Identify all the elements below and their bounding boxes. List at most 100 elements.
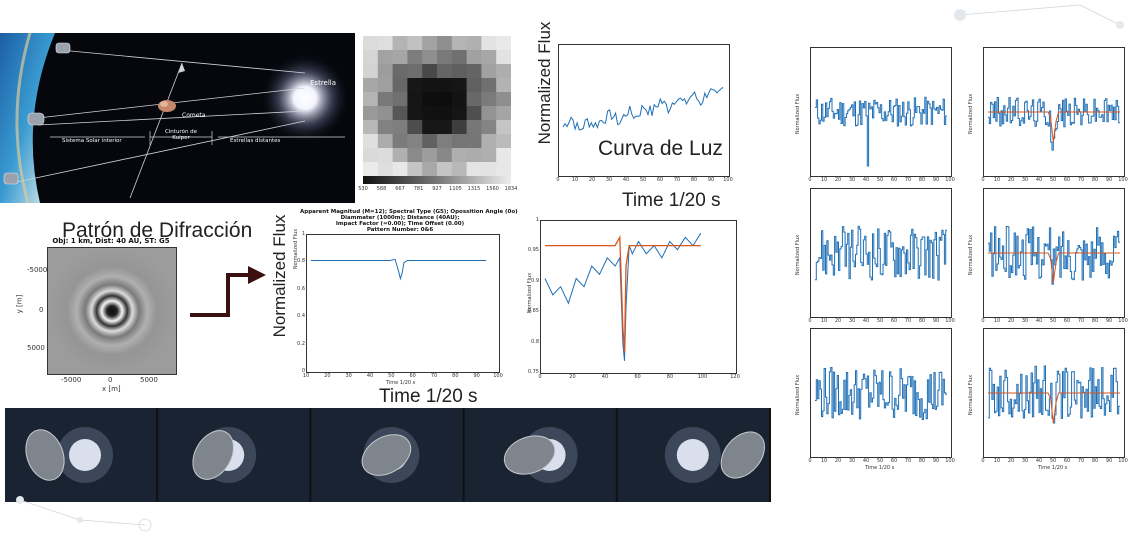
pixel-cell: [422, 92, 438, 107]
colorbar-tick-6: 1315: [467, 186, 481, 192]
diffraction-ytick-3: 5000: [27, 344, 45, 352]
pixel-cell: [437, 162, 453, 177]
grid-xtick-9: 90: [932, 458, 940, 464]
pixel-cell: [437, 120, 453, 135]
pixel-cell: [363, 148, 379, 163]
grid-xtick-9: 90: [1105, 318, 1113, 324]
filmstrip-svg: [5, 408, 769, 502]
fit-xtick-3: 60: [634, 374, 641, 380]
light-xtick-4: 40: [622, 177, 630, 183]
pixel-cell: [451, 92, 468, 107]
grid-xtick-8: 80: [918, 318, 926, 324]
grid-plot-ylabel: Normalized Flux: [795, 374, 802, 416]
lightcurve-heading: Curva de Luz: [598, 137, 723, 161]
grid-xtick-9: 90: [932, 177, 940, 183]
grid-xtick-5: 50: [1049, 177, 1057, 183]
pixel-cell: [451, 78, 468, 93]
pixel-cell: [377, 120, 394, 135]
grid-plot-xlabel: Time 1/20 s: [1038, 465, 1068, 471]
pixel-cell: [377, 64, 394, 79]
grid-xtick-7: 70: [904, 177, 912, 183]
colorbar-tick-3: 781: [413, 186, 424, 192]
pixel-cell: [437, 64, 453, 79]
label-estrella: Estrella: [310, 79, 336, 87]
model-title-3: Impact Factor (=0.00); Time Offset (0.00…: [335, 221, 465, 227]
pixel-cell: [437, 106, 453, 121]
label-estrellas-distantes: Estrellas distantes: [230, 138, 280, 144]
fit-xtick-1: 20: [569, 374, 576, 380]
pixel-cell: [481, 148, 497, 163]
grid-xtick-1: 10: [820, 458, 828, 464]
diffraction-xlabel: x [m]: [102, 385, 121, 393]
pixel-cell: [377, 78, 394, 93]
film-asteroid: [361, 434, 412, 476]
film-asteroid: [25, 429, 65, 481]
diffraction-xtick-2: 0: [108, 376, 113, 384]
model-ytick-4: 0.2: [297, 340, 305, 347]
colorbar-tick-2: 667: [395, 186, 405, 192]
grid-model-line: [988, 111, 1120, 143]
model-xtick-3: 40: [366, 373, 374, 379]
grid-xtick-6: 60: [1063, 177, 1071, 183]
pixel-cell: [496, 162, 511, 177]
model-xtick-9: 100: [493, 373, 503, 379]
grid-xtick-8: 80: [1091, 177, 1099, 183]
grid-xtick-9: 90: [1105, 177, 1113, 183]
grid-plot-ylabel: Normalized Flux: [968, 234, 975, 276]
pixel-cell: [437, 92, 453, 107]
lightcurve-ylabel-big: Normalized Flux: [535, 21, 554, 145]
pixel-cell: [496, 106, 511, 121]
pixel-cell: [377, 50, 394, 65]
pixel-grid-svg: [363, 36, 511, 177]
pixel-cell: [363, 162, 379, 177]
model-title-2: Diammater (1000m); Distance (40AU);: [340, 215, 460, 221]
pixel-cell: [466, 36, 482, 51]
grid-xtick-8: 80: [918, 177, 926, 183]
grid-xtick-1: 10: [820, 318, 828, 324]
pixel-cell: [363, 50, 379, 65]
pixel-cell: [437, 78, 453, 93]
grid-xtick-0: 0: [981, 318, 985, 324]
fit-ytick-3: 0.85: [527, 308, 539, 315]
grid-xtick-2: 20: [1007, 177, 1015, 183]
model-ytick-1: 0.8: [297, 258, 305, 265]
fit-model-line: [545, 234, 701, 353]
light-xtick-3: 30: [605, 177, 613, 183]
grid-plot-4: [983, 188, 1125, 318]
model-xtick-8: 90: [473, 373, 480, 379]
pixel-cell: [392, 120, 408, 135]
pixel-cell: [496, 148, 511, 163]
colorbar-tick-5: 1105: [449, 186, 462, 192]
pixel-cell: [422, 162, 438, 177]
grid-plot-ylabel: Normalized Flux: [968, 374, 975, 416]
light-xtick-10: 100: [723, 177, 733, 183]
grid-xtick-4: 40: [862, 318, 870, 324]
grid-xtick-2: 20: [834, 318, 842, 324]
grid-xtick-10: 100: [945, 458, 955, 464]
grid-model-line: [988, 252, 1120, 284]
grid-xtick-0: 0: [981, 458, 985, 464]
model-flux-line: [311, 258, 487, 281]
pixel-cell: [466, 120, 482, 135]
grid-xtick-6: 60: [890, 177, 898, 183]
pixel-cell: [481, 120, 497, 135]
label-cometa: Cometa: [182, 112, 206, 119]
grid-xtick-3: 30: [1021, 318, 1029, 324]
pixel-cell: [466, 106, 482, 121]
pixel-cell: [422, 134, 438, 149]
grid-xtick-8: 80: [1091, 458, 1099, 464]
grid-plot-1: [810, 47, 952, 177]
film-star-halo: [664, 427, 721, 483]
grid-flux-line: [815, 367, 947, 420]
grid-plot-xlabel: Time 1/20 s: [865, 465, 895, 471]
film-asteroid: [503, 435, 556, 475]
pixel-cell: [392, 106, 408, 121]
pixel-cell: [422, 78, 438, 93]
pixel-cell: [451, 36, 468, 51]
pixel-cell: [466, 148, 482, 163]
pixel-cell: [392, 50, 408, 65]
diffraction-rings: [48, 248, 176, 374]
pixel-cell: [363, 120, 379, 135]
pixel-cell: [392, 92, 408, 107]
diffraction-ytick-1: -5000: [27, 266, 48, 274]
